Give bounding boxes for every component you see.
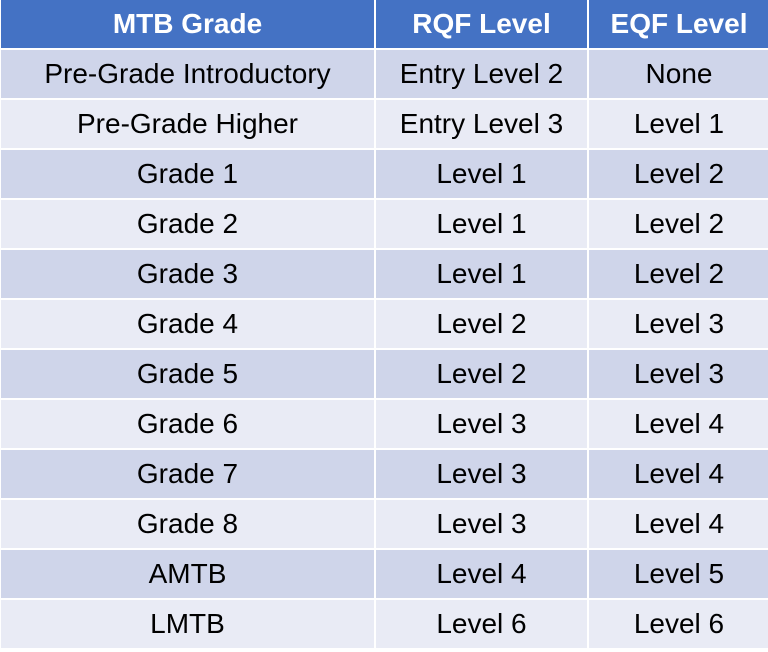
table-cell-rqf-level: Level 3 — [376, 500, 587, 548]
table-cell-rqf-level: Level 1 — [376, 200, 587, 248]
table-cell-mtb-grade: Grade 7 — [1, 450, 374, 498]
table-cell-eqf-level: Level 4 — [589, 400, 768, 448]
column-header-rqf-level: RQF Level — [376, 0, 587, 48]
table-cell-rqf-level: Level 2 — [376, 300, 587, 348]
table-cell-rqf-level: Level 3 — [376, 400, 587, 448]
table-cell-mtb-grade: Grade 8 — [1, 500, 374, 548]
table-cell-rqf-level: Entry Level 3 — [376, 100, 587, 148]
table-cell-mtb-grade: Grade 5 — [1, 350, 374, 398]
table-cell-rqf-level: Level 1 — [376, 150, 587, 198]
table-cell-eqf-level: Level 5 — [589, 550, 768, 598]
table-cell-eqf-level: Level 2 — [589, 200, 768, 248]
table-cell-rqf-level: Level 3 — [376, 450, 587, 498]
table-cell-mtb-grade: LMTB — [1, 600, 374, 648]
table-cell-mtb-grade: Grade 2 — [1, 200, 374, 248]
table-cell-mtb-grade: Grade 4 — [1, 300, 374, 348]
table-cell-eqf-level: Level 4 — [589, 450, 768, 498]
table-cell-eqf-level: Level 2 — [589, 250, 768, 298]
table-cell-eqf-level: Level 2 — [589, 150, 768, 198]
table-cell-rqf-level: Level 2 — [376, 350, 587, 398]
table-cell-mtb-grade: Pre-Grade Introductory — [1, 50, 374, 98]
table-cell-rqf-level: Level 1 — [376, 250, 587, 298]
table-cell-eqf-level: None — [589, 50, 768, 98]
table-cell-eqf-level: Level 4 — [589, 500, 768, 548]
table-cell-eqf-level: Level 3 — [589, 350, 768, 398]
table-cell-rqf-level: Level 6 — [376, 600, 587, 648]
table-cell-rqf-level: Level 4 — [376, 550, 587, 598]
table-cell-eqf-level: Level 1 — [589, 100, 768, 148]
table-cell-eqf-level: Level 6 — [589, 600, 768, 648]
table-cell-eqf-level: Level 3 — [589, 300, 768, 348]
table-cell-rqf-level: Entry Level 2 — [376, 50, 587, 98]
column-header-mtb-grade: MTB Grade — [1, 0, 374, 48]
table-cell-mtb-grade: Grade 6 — [1, 400, 374, 448]
table-cell-mtb-grade: Grade 3 — [1, 250, 374, 298]
column-header-eqf-level: EQF Level — [589, 0, 768, 48]
table-cell-mtb-grade: AMTB — [1, 550, 374, 598]
table-cell-mtb-grade: Grade 1 — [1, 150, 374, 198]
table-cell-mtb-grade: Pre-Grade Higher — [1, 100, 374, 148]
